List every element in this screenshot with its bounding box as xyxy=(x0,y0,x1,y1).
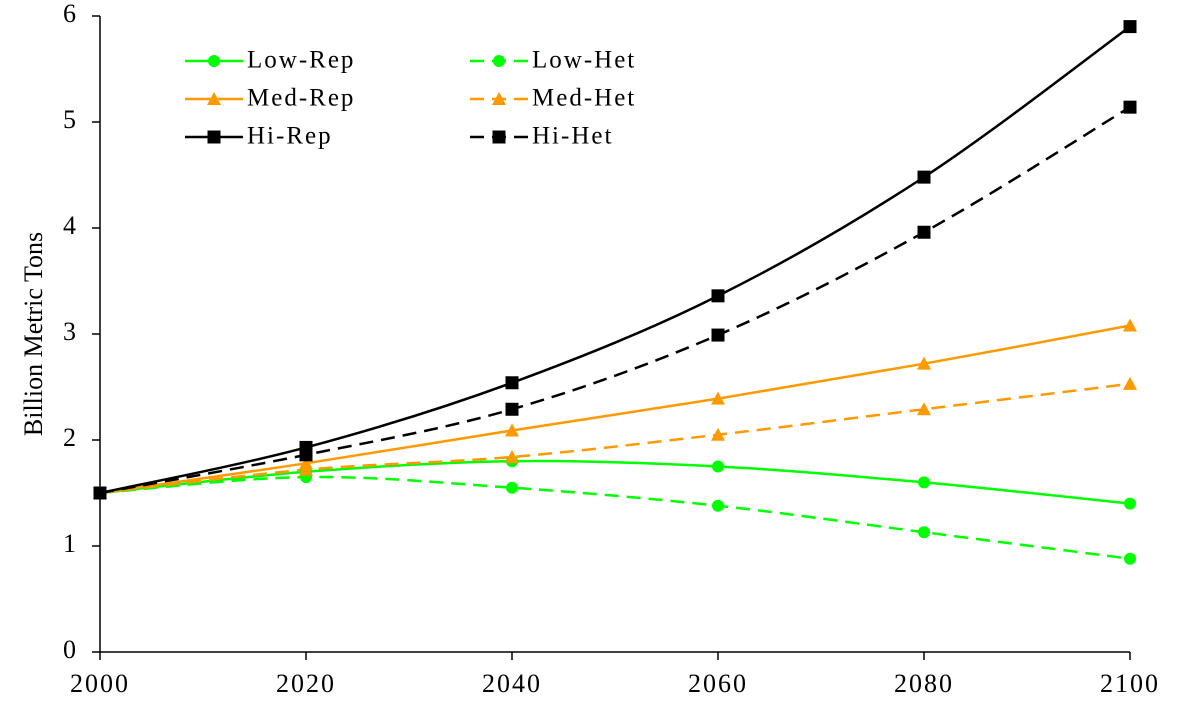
legend-marker xyxy=(208,55,220,67)
y-tick-label: 5 xyxy=(63,105,78,134)
y-tick-label: 4 xyxy=(63,211,78,240)
series-line xyxy=(99,475,1131,560)
data-point xyxy=(917,170,931,184)
legend-marker xyxy=(492,130,506,144)
y-tick-label: 3 xyxy=(63,317,78,346)
data-point xyxy=(712,460,724,473)
y-axis-label: Billion Metric Tons xyxy=(19,232,48,436)
x-tick-label: 2100 xyxy=(1100,669,1160,698)
data-point xyxy=(711,328,725,342)
data-point xyxy=(918,526,930,539)
series-line xyxy=(99,324,1131,495)
data-point xyxy=(917,402,931,416)
series-line xyxy=(99,459,1131,505)
legend-marker xyxy=(207,130,221,144)
y-tick-label: 6 xyxy=(63,0,78,28)
legend-label: Hi-Het xyxy=(532,123,613,150)
data-point xyxy=(505,423,519,437)
data-point xyxy=(93,486,107,500)
data-point xyxy=(917,356,931,370)
data-point xyxy=(711,391,725,405)
x-tick-label: 2060 xyxy=(688,669,748,698)
legend-marker xyxy=(492,92,506,105)
series-line xyxy=(99,25,1131,495)
data-point xyxy=(1124,497,1136,510)
data-point xyxy=(299,462,313,476)
x-tick-label: 2000 xyxy=(70,669,130,698)
data-point xyxy=(711,427,725,441)
data-point xyxy=(917,225,931,239)
data-point xyxy=(1124,552,1136,565)
legend-label: Low-Rep xyxy=(247,47,355,74)
data-point xyxy=(506,481,518,494)
data-point xyxy=(712,499,724,512)
data-point xyxy=(505,376,519,390)
legend-label: Med-Rep xyxy=(247,85,355,112)
y-tick-label: 0 xyxy=(63,635,78,664)
legend-label: Hi-Rep xyxy=(247,123,333,150)
data-point xyxy=(1123,376,1137,390)
data-point xyxy=(505,402,519,416)
series-line xyxy=(99,106,1131,495)
data-point xyxy=(1123,20,1137,34)
data-point xyxy=(505,449,519,463)
data-point xyxy=(1123,318,1137,332)
x-tick-label: 2020 xyxy=(276,669,336,698)
series-line xyxy=(99,382,1131,495)
legend-marker xyxy=(493,55,505,67)
data-point xyxy=(1123,100,1137,114)
y-tick-label: 2 xyxy=(63,423,78,452)
data-point xyxy=(711,289,725,303)
x-tick-label: 2040 xyxy=(482,669,542,698)
legend-label: Med-Het xyxy=(532,85,636,112)
legend-label: Low-Het xyxy=(532,47,636,74)
legend-marker xyxy=(207,92,221,105)
y-tick-label: 1 xyxy=(63,529,78,558)
data-point xyxy=(299,448,313,462)
data-point xyxy=(918,476,930,489)
x-tick-label: 2080 xyxy=(894,669,954,698)
